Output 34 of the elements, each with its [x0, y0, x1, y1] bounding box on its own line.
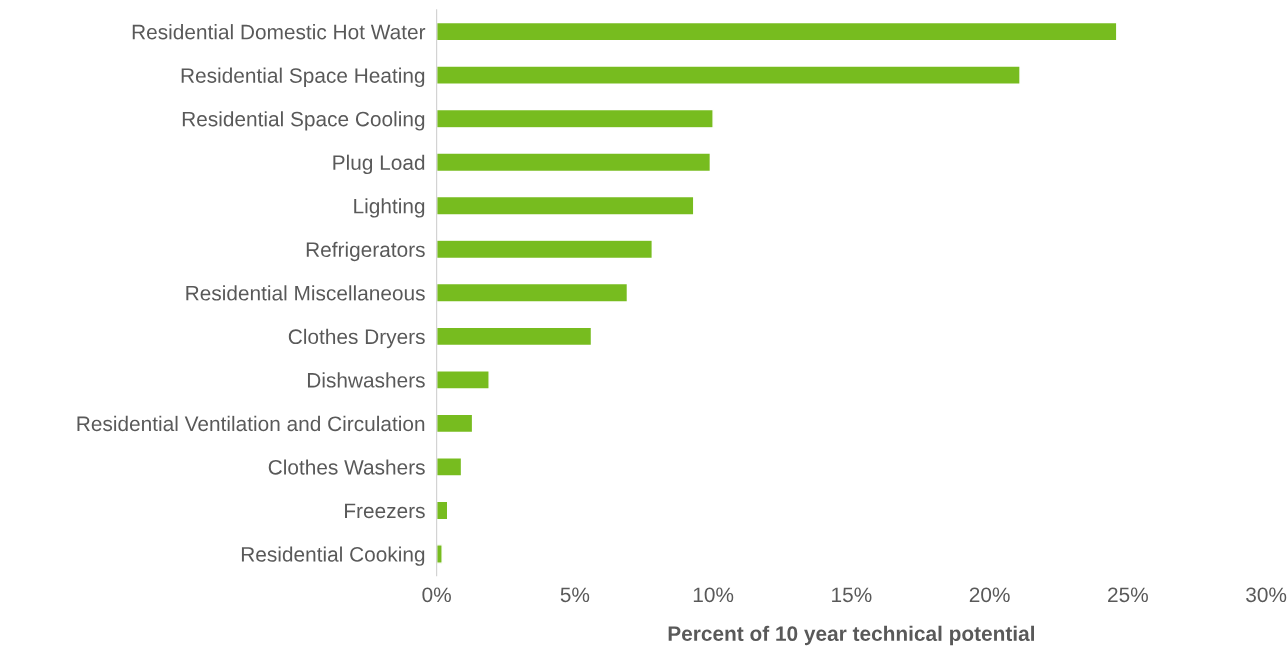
y-tick-label: Residential Domestic Hot Water [132, 24, 426, 40]
y-tick-label: Residential Cooking [241, 546, 425, 566]
y-tick-label: Lighting [354, 198, 425, 218]
y-tick-label: Plug Load [333, 154, 425, 175]
x-axis-title: Percent of 10 year technical potential [668, 625, 1034, 646]
y-tick-label: Residential Space Cooling [182, 111, 425, 131]
y-tick-label: Clothes Washers [268, 459, 425, 475]
bar [436, 457, 463, 477]
y-tick-label: Dishwashers [307, 372, 425, 388]
bar [436, 239, 653, 260]
bar [436, 544, 443, 564]
bar [436, 413, 474, 434]
x-tick-label: 20% [969, 587, 1010, 603]
x-tick-label: 5% [560, 587, 590, 603]
y-tick-label: Refrigerators [306, 241, 425, 262]
bar [436, 65, 1021, 85]
x-tick-label: 0% [422, 587, 451, 603]
x-tick-label: 25% [1108, 587, 1148, 603]
bar [436, 370, 490, 390]
bar [436, 21, 1118, 42]
y-tick-label: Clothes Dryers [288, 328, 425, 349]
bar [436, 195, 695, 216]
bar [436, 326, 593, 347]
y-tick-label: Residential Space Heating [181, 67, 425, 88]
bar [436, 152, 712, 173]
y-tick-label: Residential Miscellaneous [186, 285, 425, 301]
x-tick-label: 15% [832, 587, 872, 603]
y-tick-label: Residential Ventilation and Circulation [77, 415, 425, 432]
x-tick-label: 30% [1246, 587, 1287, 603]
x-tick-label: 10% [693, 587, 734, 603]
bar [436, 108, 714, 129]
bar [436, 282, 629, 303]
y-tick-label: Freezers [345, 503, 425, 519]
bar [436, 500, 449, 521]
